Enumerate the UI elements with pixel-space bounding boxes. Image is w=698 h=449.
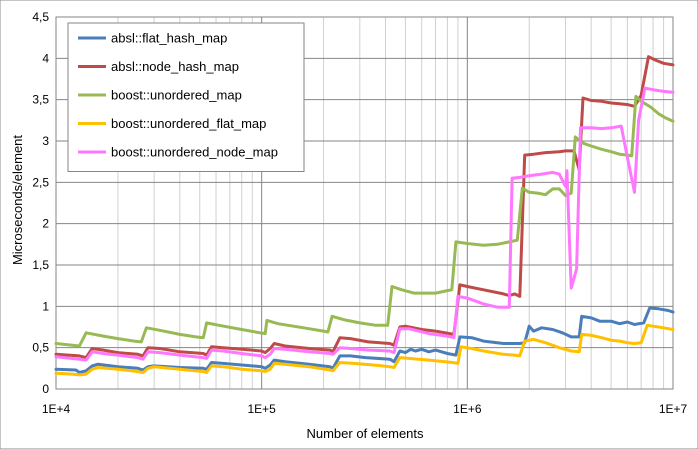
y-axis-title: Microseconds/element [10, 135, 25, 265]
y-axis-tick-labels: 0 0,5 1 1,5 2 2,5 3 3,5 4 4,5 [32, 10, 49, 396]
series-line-1 [54, 55, 675, 360]
series-line-3 [54, 323, 675, 377]
x-tick-label: 1E+7 [659, 402, 688, 416]
legend-label-4: boost::unordered_node_map [111, 145, 278, 160]
series-line-4 [54, 86, 675, 362]
legend-label-3: boost::unordered_flat_map [111, 116, 266, 131]
plot-area-frame [55, 16, 674, 390]
y-tick-label: 3 [42, 134, 49, 148]
series-line-2 [54, 94, 675, 348]
x-axis-tick-labels: 1E+4 1E+5 1E+6 1E+7 [42, 402, 688, 416]
series-lines [54, 55, 675, 377]
x-tick-label: 1E+5 [247, 402, 276, 416]
legend: absl::flat_hash_mapabsl::node_hash_mapbo… [67, 22, 305, 172]
legend-label-2: boost::unordered_map [111, 88, 242, 103]
y-tick-label: 4,5 [32, 10, 49, 24]
legend-label-1: absl::node_hash_map [111, 59, 239, 74]
y-tick-label: 1,5 [32, 258, 49, 272]
y-tick-label: 0,5 [32, 341, 49, 355]
x-tick-label: 1E+6 [453, 402, 482, 416]
legend-box [67, 22, 305, 172]
y-tick-label: 3,5 [32, 93, 49, 107]
y-tick-label: 0 [42, 382, 49, 396]
y-tick-label: 1 [42, 299, 49, 313]
x-axis-title: Number of elements [306, 426, 424, 441]
y-tick-label: 2 [42, 217, 49, 231]
x-tick-label: 1E+4 [42, 402, 71, 416]
y-tick-label: 4 [42, 51, 49, 65]
legend-label-0: absl::flat_hash_map [111, 31, 227, 46]
y-tick-label: 2,5 [32, 175, 49, 189]
